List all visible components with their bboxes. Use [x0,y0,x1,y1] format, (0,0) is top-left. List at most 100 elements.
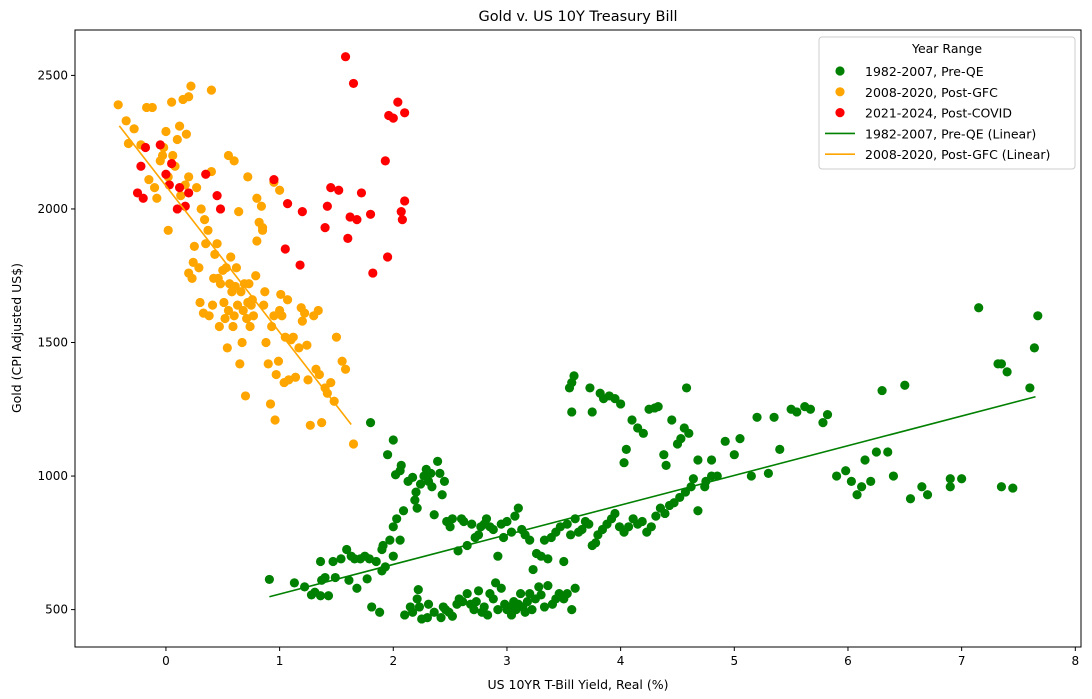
data-point [900,380,910,390]
data-point [236,287,246,297]
trend-line [269,395,1036,598]
data-point [184,188,194,198]
data-point [157,150,168,161]
data-point [302,340,312,350]
data-point [469,605,479,615]
data-point [294,343,304,353]
legend-box [818,36,1076,170]
data-point [429,607,439,617]
data-point [392,514,402,524]
data-point [231,263,242,273]
data-point [245,321,255,332]
data-point [388,435,398,445]
data-point [681,383,692,393]
data-point [234,207,244,217]
data-point [857,482,867,492]
data-point [323,591,334,601]
data-point [502,516,512,527]
data-point [297,207,307,217]
data-point [483,610,493,620]
data-point [398,506,409,516]
data-point [368,268,378,278]
data-point [646,522,656,532]
data-point [203,225,213,235]
y-tick-label: 1500 [37,336,68,350]
data-point [637,516,647,527]
data-point [280,244,290,254]
data-point [378,540,388,551]
scatter-points [113,52,1043,624]
x-tick-label: 2 [389,654,397,668]
legend-title: Year Range [911,41,982,56]
data-point [295,260,305,270]
data-point [945,474,955,484]
data-point [382,252,393,262]
data-point [331,332,342,342]
data-point [275,185,285,195]
data-point [610,508,620,519]
data-point [436,613,446,623]
data-point [584,519,594,529]
data-point [706,455,717,465]
data-point [259,300,269,310]
data-point [282,199,293,209]
data-point [536,590,546,600]
data-point [314,369,324,380]
data-point [244,279,254,289]
data-point [396,207,406,217]
data-point [152,193,162,203]
data-point [871,447,881,457]
data-point [199,215,210,225]
data-point [510,511,520,521]
data-point [638,428,648,438]
data-point [616,399,626,409]
y-tick-label: 2500 [37,68,68,82]
data-point [888,471,899,481]
data-point [577,524,587,535]
data-point [380,156,390,166]
data-point [543,554,553,564]
data-point [269,174,279,185]
data-point [322,201,332,211]
data-point [297,316,307,326]
data-point [729,450,739,460]
data-point [219,297,229,308]
data-point [400,610,410,620]
data-point [883,447,893,457]
data-point [769,412,779,422]
data-point [693,455,703,465]
data-point [220,313,230,324]
data-point [315,591,326,601]
data-point [393,97,403,107]
data-point [522,596,533,607]
data-point [113,100,123,110]
data-point [300,308,310,318]
data-point [996,359,1007,369]
data-point [243,172,253,182]
data-point [974,303,984,313]
data-point [473,530,484,540]
data-point [326,377,336,388]
data-point [735,434,745,444]
data-point [315,556,326,567]
data-point [660,508,670,519]
x-tick-label: 4 [617,654,625,668]
data-point [413,584,423,595]
data-point [129,124,139,134]
data-point [252,193,262,203]
y-tick-label: 1000 [37,469,68,483]
data-point [263,359,273,369]
legend-entries: 1982-2007, Pre-QE 2008-2020, Post-GFC 2021… [825,64,1050,162]
data-point [289,578,299,588]
data-point [539,602,550,612]
data-point [388,522,398,532]
data-point [408,472,418,482]
data-point [412,594,422,604]
data-point [866,476,876,486]
data-point [326,182,336,193]
data-point [261,337,271,348]
legend-label: 2021-2024, Post-COVID [865,106,1012,121]
data-point [187,273,197,284]
data-point [688,474,698,484]
data-point [237,337,247,348]
